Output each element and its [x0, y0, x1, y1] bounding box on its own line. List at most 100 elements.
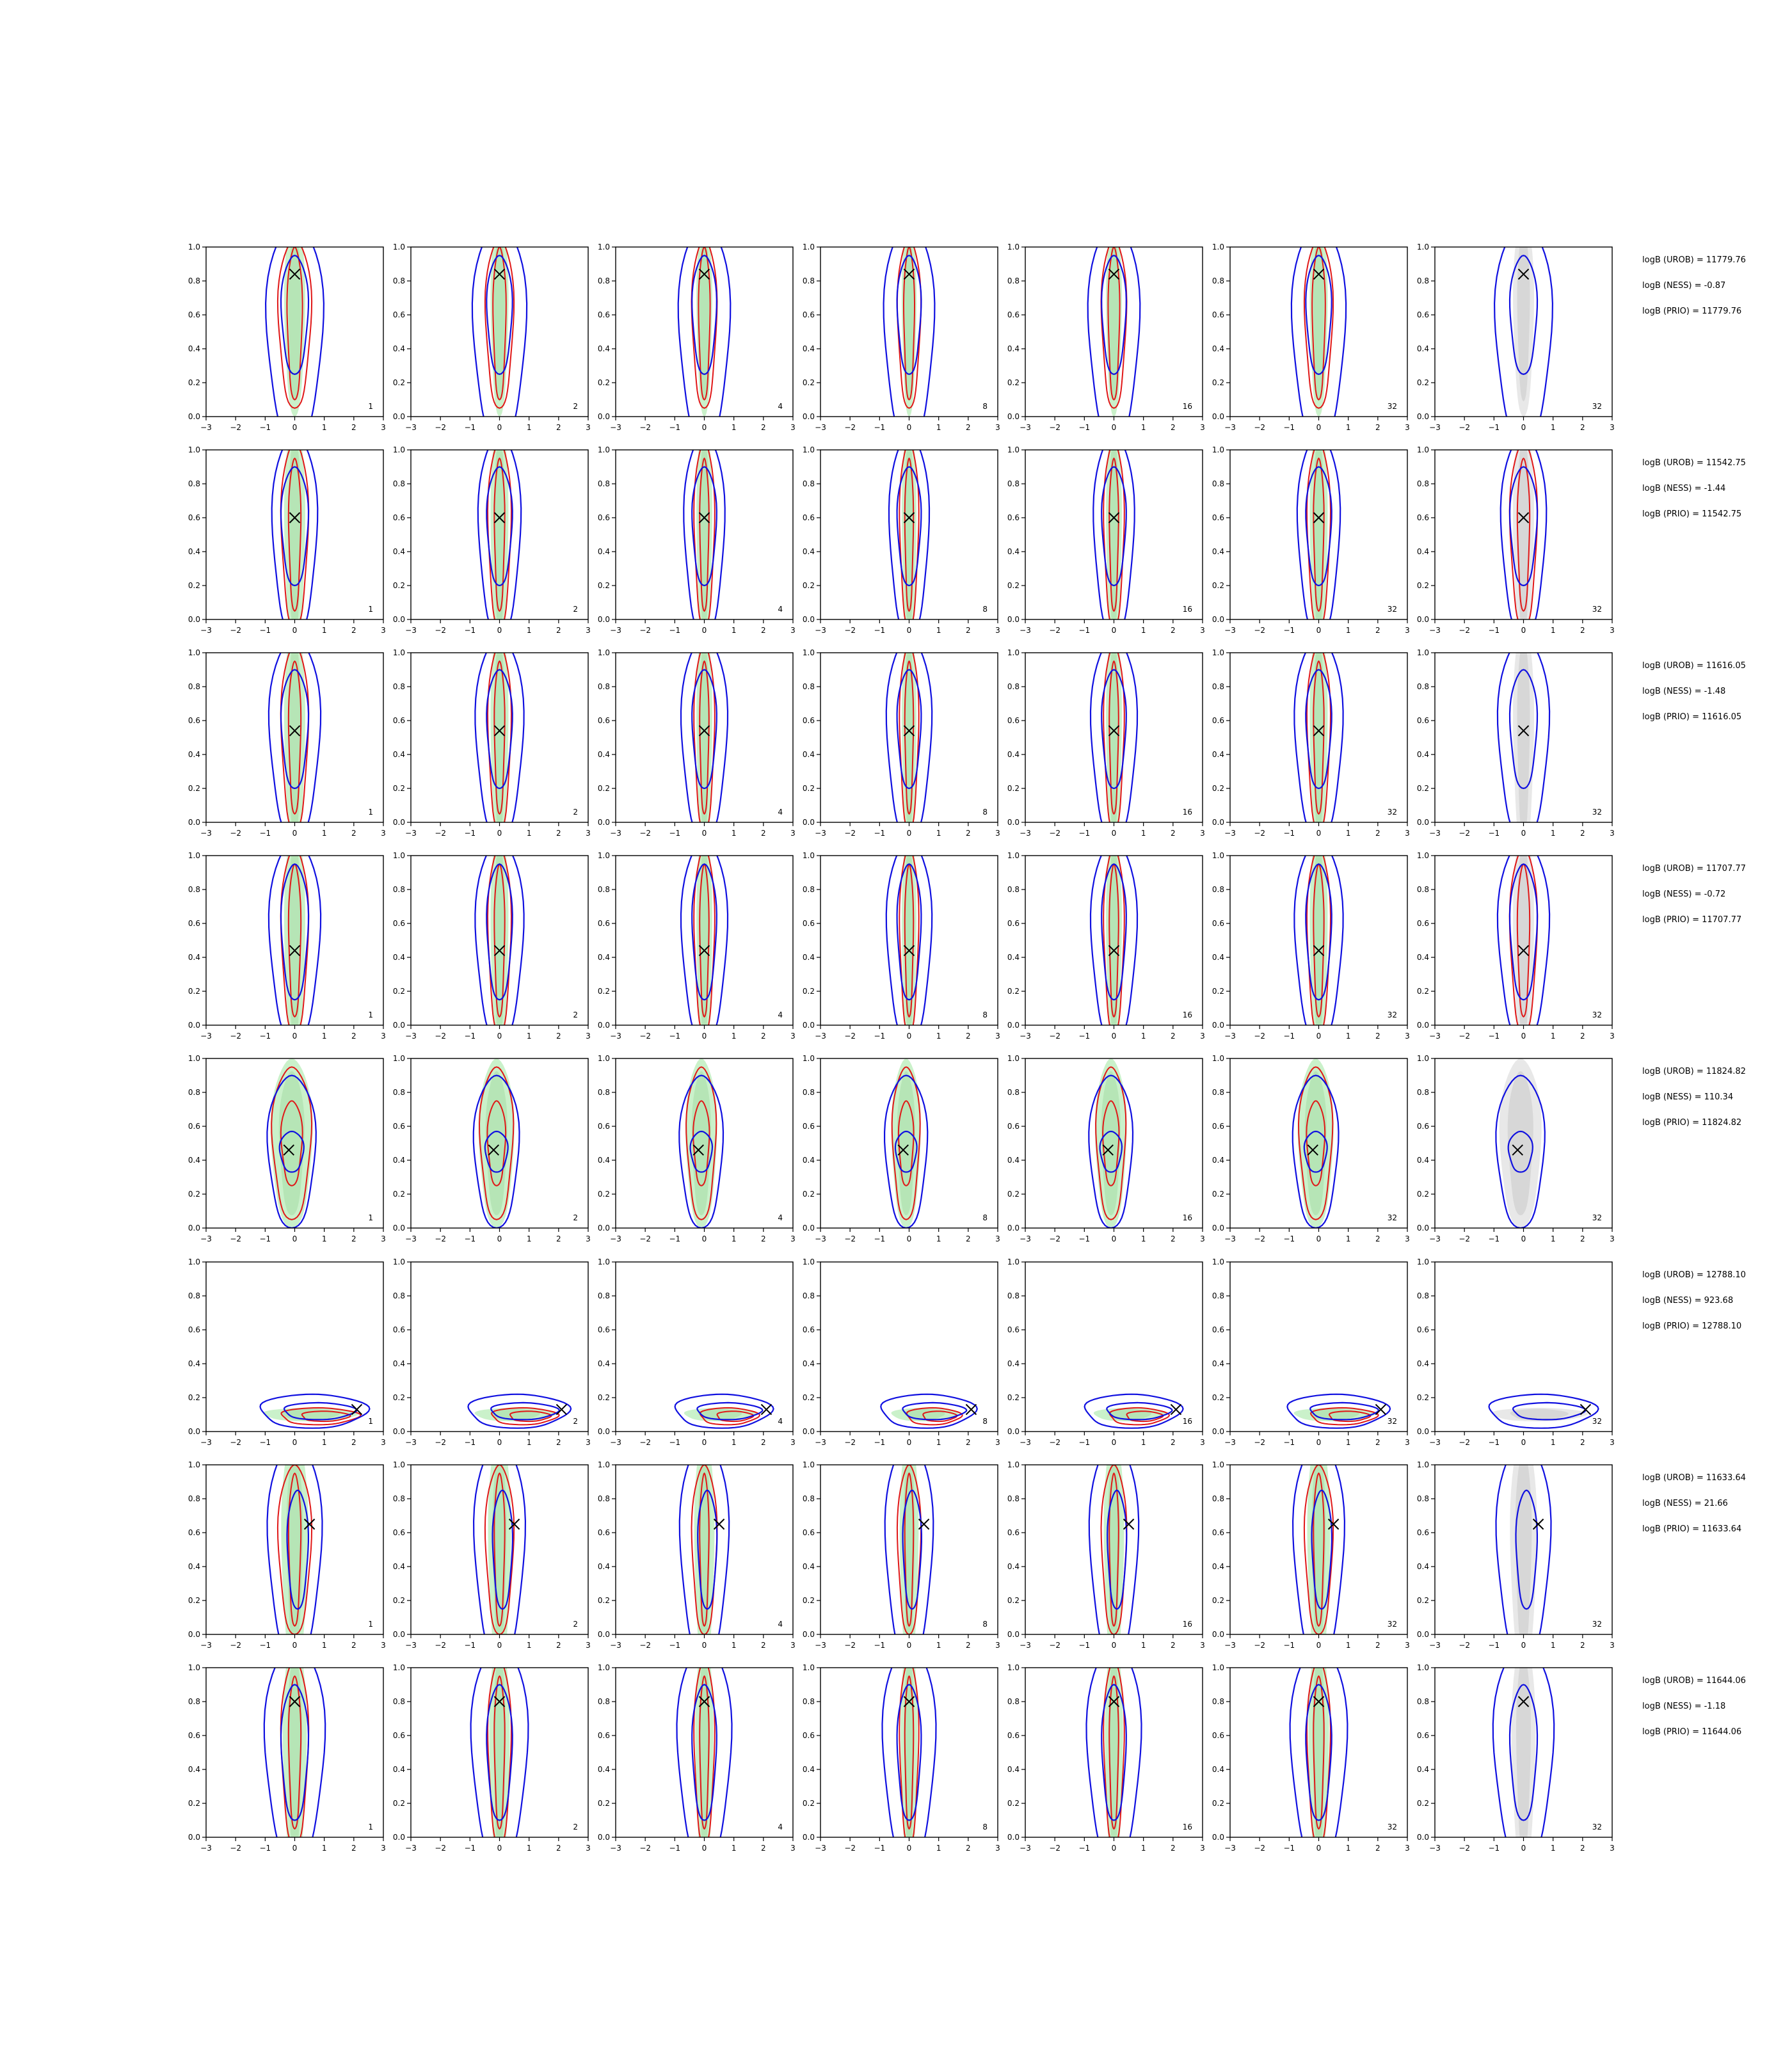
x-tick-label: −2	[1254, 1438, 1265, 1447]
x-tick-label: −3	[610, 423, 621, 432]
y-tick-label: 0.2	[803, 1799, 815, 1808]
x-tick-label: 3	[995, 1438, 1000, 1447]
x-tick-label: −3	[1224, 626, 1236, 635]
y-tick-label: 0.4	[803, 344, 815, 353]
x-tick-label: 0	[292, 1438, 298, 1447]
x-tick-label: 1	[527, 423, 532, 432]
x-tick-label: 0	[1112, 423, 1117, 432]
panel-r8-c1: −3 −2 −1 0 1 2 3 0.0 0.2 0.4 0.6 0.8 1.0 1	[188, 1663, 386, 1853]
blue-contour-1	[1488, 1393, 1599, 1429]
blue-contour-1	[264, 247, 325, 417]
truth-marker	[289, 1696, 301, 1707]
x-tick-label: 0	[497, 829, 502, 838]
y-tick-label: 1.0	[1007, 1663, 1020, 1672]
plot-area	[1292, 1465, 1346, 1634]
y-tick-label: 0.8	[1212, 885, 1224, 894]
x-tick-label: 3	[381, 1641, 386, 1650]
x-tick-label: −1	[669, 1234, 680, 1243]
panel-label: 2	[573, 402, 578, 411]
row-8: −3 −2 −1 0 1 2 30.00.20.40.60.81.01−3 −2 −1 0 1 2 30…	[188, 1663, 1746, 1853]
x-tick-label: 3	[381, 1234, 386, 1243]
green-density	[281, 1465, 308, 1634]
panel-label: 8	[982, 1010, 988, 1019]
x-tick-label: 0	[1316, 1844, 1322, 1853]
y-tick-label: 0.8	[1212, 1291, 1224, 1300]
green-density	[891, 1058, 921, 1228]
y-tick-label: 0.2	[1417, 784, 1429, 793]
blue-contour-2	[1101, 466, 1127, 587]
panel-r7-c7: −3 −2 −1 0 1 2 3 0.0 0.2 0.4 0.6 0.8 1.0 32	[1417, 1460, 1615, 1650]
y-tick-label: 1.0	[1007, 1054, 1020, 1063]
plot-area	[678, 1058, 724, 1228]
x-tick-label: 1	[1551, 829, 1556, 838]
x-tick-label: 1	[936, 829, 941, 838]
panel-label: 16	[1183, 1823, 1192, 1832]
x-tick-label: 1	[1346, 1032, 1351, 1041]
y-tick-label: 0.0	[1007, 1021, 1020, 1030]
y-tick-label: 0.4	[598, 1562, 610, 1571]
panel-r2-c2: −3 −2 −1 0 1 2 3 0.0 0.2 0.4 0.6 0.8 1.0 2	[393, 445, 591, 635]
x-tick-label: 3	[995, 829, 1000, 838]
x-tick-label: −1	[874, 1234, 885, 1243]
blue-contour-1	[1084, 1393, 1184, 1429]
y-tick-label: 0.4	[188, 1562, 200, 1571]
y-tick-label: 1.0	[1007, 243, 1020, 251]
x-tick-label: 0	[292, 1641, 298, 1650]
x-tick-label: 2	[1375, 1641, 1380, 1650]
truth-marker	[1517, 512, 1530, 523]
y-tick-label: 0.6	[1212, 1122, 1224, 1131]
plot-area	[472, 1465, 527, 1634]
x-tick-label: 2	[351, 1032, 356, 1041]
x-tick-label: −1	[464, 626, 476, 635]
x-tick-label: −3	[1224, 1438, 1236, 1447]
red-contour-1	[691, 1465, 718, 1634]
y-tick-label: 0.4	[803, 1156, 815, 1165]
panel-label: 16	[1183, 1620, 1192, 1629]
logb-annotation: logB (UROB) = 11616.05	[1642, 661, 1746, 671]
y-tick-label: 0.0	[598, 1427, 610, 1436]
panel-label: 16	[1183, 605, 1192, 614]
panel-label: 32	[1388, 605, 1397, 614]
blue-contour-1	[1296, 450, 1341, 619]
y-tick-label: 0.8	[803, 885, 815, 894]
plot-area	[680, 653, 729, 822]
truth-marker	[488, 1144, 499, 1156]
x-tick-label: −2	[1254, 1844, 1265, 1853]
y-tick-label: 0.4	[1212, 344, 1224, 353]
x-tick-label: −2	[844, 1844, 856, 1853]
x-tick-label: 2	[966, 1438, 971, 1447]
x-tick-label: 3	[1610, 626, 1615, 635]
x-tick-label: −2	[1254, 1032, 1265, 1041]
y-tick-label: 0.6	[393, 1731, 405, 1740]
y-tick-label: 0.6	[188, 310, 200, 319]
x-tick-label: 0	[292, 1844, 298, 1853]
plot-area	[474, 856, 525, 1025]
y-tick-label: 0.0	[598, 1021, 610, 1030]
green-density-inner	[1313, 450, 1324, 619]
x-tick-label: 0	[292, 626, 298, 635]
x-tick-label: 1	[1346, 1438, 1351, 1447]
green-density-inner	[904, 450, 914, 619]
x-tick-label: 2	[1171, 829, 1176, 838]
y-tick-label: 0.8	[1007, 1697, 1020, 1706]
panel-label: 32	[1592, 605, 1602, 614]
red-contour-1	[280, 1407, 362, 1426]
x-tick-label: 2	[1171, 423, 1176, 432]
panel-label: 16	[1183, 1213, 1192, 1222]
y-tick-label: 0.2	[1212, 1393, 1224, 1402]
truth-marker	[289, 268, 301, 280]
x-tick-label: −2	[435, 829, 446, 838]
blue-contour-1	[676, 1668, 733, 1837]
green-density-inner	[904, 247, 914, 402]
axes-frame	[205, 1261, 384, 1432]
green-density-inner	[1109, 856, 1119, 1025]
logb-annotation: logB (NESS) = -0.87	[1642, 281, 1725, 291]
panel-r4-c4: −3 −2 −1 0 1 2 3 0.0 0.2 0.4 0.6 0.8 1.0 8	[803, 851, 1000, 1041]
y-tick-label: 1.0	[1212, 648, 1224, 657]
red-contour-1	[276, 247, 313, 409]
y-tick-label: 0.0	[803, 412, 815, 421]
truth-marker	[1512, 1144, 1523, 1156]
y-tick-label: 0.6	[188, 1122, 200, 1131]
blue-contour-1	[1493, 247, 1554, 417]
y-tick-label: 0.8	[188, 479, 200, 488]
